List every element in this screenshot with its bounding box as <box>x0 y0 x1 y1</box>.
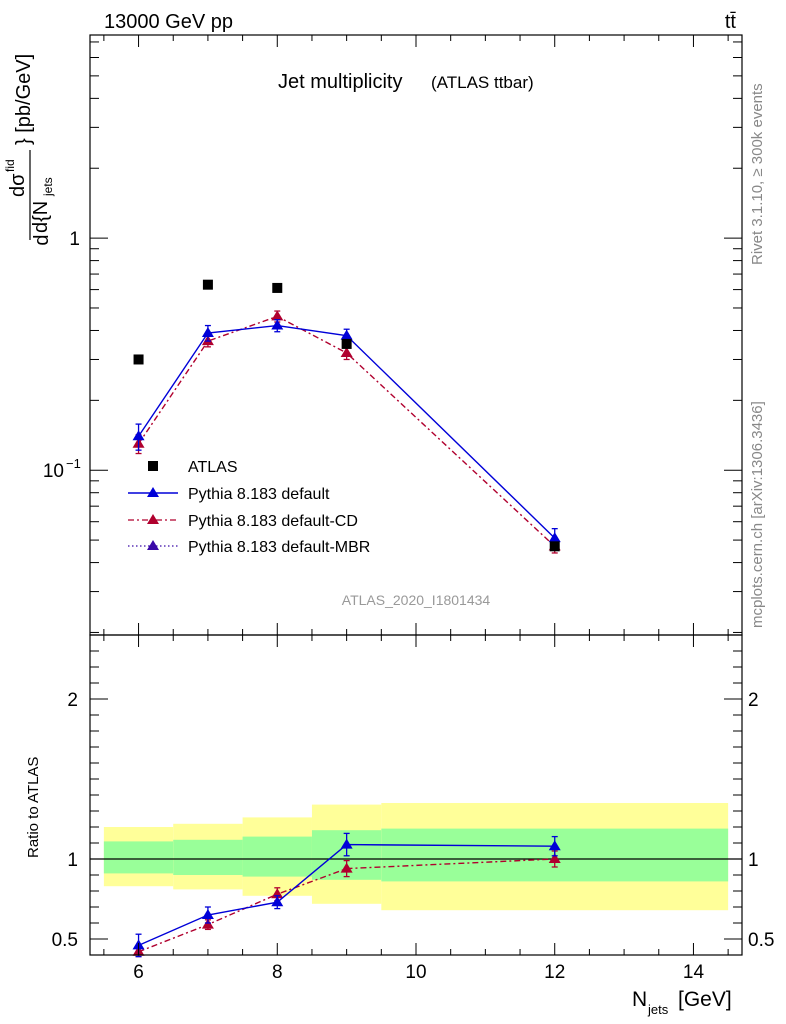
series-atlas-point <box>341 338 352 349</box>
series-default-point <box>271 319 284 330</box>
y-label-numerator: dσ <box>7 173 29 197</box>
ratio-uncertainty-band-green <box>242 836 312 877</box>
legend-marker-cd <box>147 514 159 524</box>
ratio-uncertainty-band-green <box>173 839 243 875</box>
x-tick-label: 10 <box>405 962 426 983</box>
legend-label-cd: Pythia 8.183 default-CD <box>188 513 358 530</box>
ratio-series-default-point <box>340 838 353 849</box>
y-label-units: } [pb/GeV] <box>13 54 35 145</box>
legend-marker-default <box>147 487 159 497</box>
process-label: tt̄ <box>725 11 737 33</box>
series-atlas-point <box>272 282 283 293</box>
series-default-cd-point <box>340 346 353 357</box>
ratio-y-tick-label-right: 0.5 <box>748 930 774 951</box>
ratio-series-default-cd-point <box>548 853 561 863</box>
analysis-label: ATLAS_2020_I1801434 <box>342 592 491 608</box>
ratio-series-default-cd-point <box>340 862 353 873</box>
series-atlas-point <box>133 354 144 365</box>
legend-label-atlas: ATLAS <box>188 459 238 476</box>
plot-subtitle: (ATLAS ttbar) <box>431 73 534 92</box>
x-tick-label: 14 <box>683 962 705 983</box>
y-label-fid: fid <box>3 159 17 172</box>
y-tick-label: 10 <box>43 461 64 482</box>
y-label-jets-subscript: jets <box>41 177 55 197</box>
ratio-y-tick-label: 1 <box>67 850 78 871</box>
ratio-y-tick-label: 2 <box>67 690 78 711</box>
ratio-y-tick-label: 0.5 <box>52 930 78 951</box>
series-default-point <box>201 327 214 338</box>
x-label-n: N <box>632 988 647 1011</box>
energy-label: 13000 GeV pp <box>104 11 233 33</box>
series-default-cd-point <box>271 310 284 321</box>
x-label-jets-subscript: jets <box>647 1002 669 1017</box>
main-plot-panel: 1 10 −1 Jet multiplicity (ATLAS ttbar) ATL… <box>3 34 743 636</box>
y-label-denominator: d{N <box>30 201 52 233</box>
legend-label-default: Pythia 8.183 default <box>188 486 330 503</box>
x-label-units: [GeV] <box>678 988 732 1011</box>
rivet-version-label: Rivet 3.1.10, ≥ 300k events <box>749 83 766 265</box>
main-y-axis-label: d dσ fid d{N jets } [pb/GeV] <box>3 54 55 246</box>
y-tick-label-exponent: −1 <box>66 456 81 471</box>
series-default-point <box>132 430 145 441</box>
ratio-uncertainty-band-green <box>103 841 174 874</box>
plot-title: Jet multiplicity <box>278 71 402 93</box>
series-default-point <box>340 329 353 340</box>
legend-marker-atlas <box>148 461 158 471</box>
x-tick-label: 12 <box>544 962 565 983</box>
ratio-series-default-point <box>271 896 284 907</box>
ratio-y-tick-label-right: 2 <box>748 690 759 711</box>
ratio-series-default-point <box>548 840 561 851</box>
ratio-series-default-point <box>201 909 214 919</box>
legend-label-mbr: Pythia 8.183 default-MBR <box>188 539 370 556</box>
series-atlas-point <box>202 279 213 290</box>
x-tick-label: 8 <box>272 962 283 983</box>
legend-marker-mbr <box>147 540 159 550</box>
ratio-y-axis-label: Ratio to ATLAS <box>25 757 42 858</box>
ratio-plot-panel: 6 8 10 12 140.5 0.51 12 2 Ratio to ATLAS N jets… <box>25 634 774 1017</box>
legend: ATLAS Pythia 8.183 default Pythia 8.183 … <box>128 459 370 556</box>
y-tick-label: 1 <box>69 229 80 250</box>
x-tick-label: 6 <box>133 962 144 983</box>
x-axis-label: N jets [GeV] <box>632 988 732 1017</box>
ratio-y-tick-label-right: 1 <box>748 850 759 871</box>
y-label-d: d <box>31 234 53 245</box>
mcplots-source-label: mcplots.cern.ch [arXiv:1306.3436] <box>749 401 766 628</box>
series-atlas-point <box>549 541 560 552</box>
series-default-point <box>548 532 561 543</box>
